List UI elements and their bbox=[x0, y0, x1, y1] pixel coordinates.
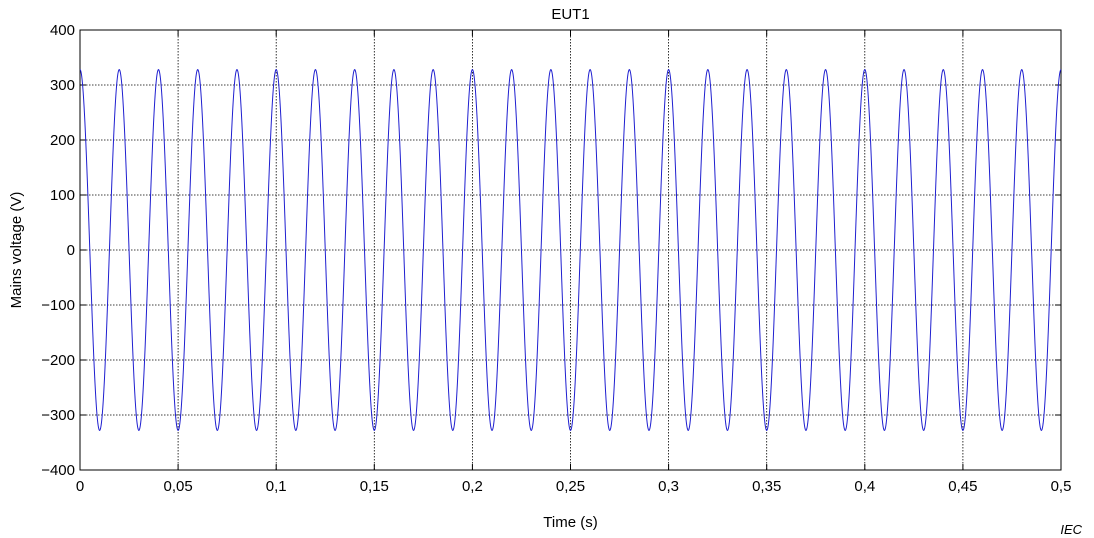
iec-credit: IEC bbox=[1060, 522, 1082, 537]
x-tick-label: 0,3 bbox=[658, 478, 679, 495]
chart-title: EUT1 bbox=[551, 6, 589, 23]
y-tick-label: 200 bbox=[50, 132, 75, 149]
x-tick-label: 0,4 bbox=[854, 478, 875, 495]
y-axis: −400 −300 −200 −100 0 100 200 300 400 bbox=[41, 22, 1061, 479]
x-tick-label: 0,35 bbox=[752, 478, 781, 495]
x-tick-label: 0,15 bbox=[360, 478, 389, 495]
x-tick-label: 0,2 bbox=[462, 478, 483, 495]
x-tick-label: 0 bbox=[76, 478, 84, 495]
x-axis-label: Time (s) bbox=[543, 514, 597, 531]
y-tick-label: −400 bbox=[41, 462, 75, 479]
y-axis-label: Mains voltage (V) bbox=[8, 192, 25, 309]
x-tick-label: 0,25 bbox=[556, 478, 585, 495]
y-tick-label: 300 bbox=[50, 77, 75, 94]
series-line-mains-voltage bbox=[79, 69, 1062, 431]
grid-lines bbox=[80, 30, 1061, 470]
y-tick-label: −200 bbox=[41, 352, 75, 369]
y-tick-label: −300 bbox=[41, 407, 75, 424]
y-tick-label: 0 bbox=[67, 242, 75, 259]
x-tick-label: 0,1 bbox=[266, 478, 287, 495]
y-tick-label: 100 bbox=[50, 187, 75, 204]
x-tick-label: 0,05 bbox=[163, 478, 192, 495]
y-tick-label: −100 bbox=[41, 297, 75, 314]
x-axis: 0 0,05 0,1 0,15 0,2 0,25 0,3 0,35 0,4 0,45 0,5 bbox=[76, 30, 1072, 495]
x-tick-label: 0,5 bbox=[1051, 478, 1072, 495]
y-tick-label: 400 bbox=[50, 22, 75, 39]
x-tick-label: 0,45 bbox=[948, 478, 977, 495]
